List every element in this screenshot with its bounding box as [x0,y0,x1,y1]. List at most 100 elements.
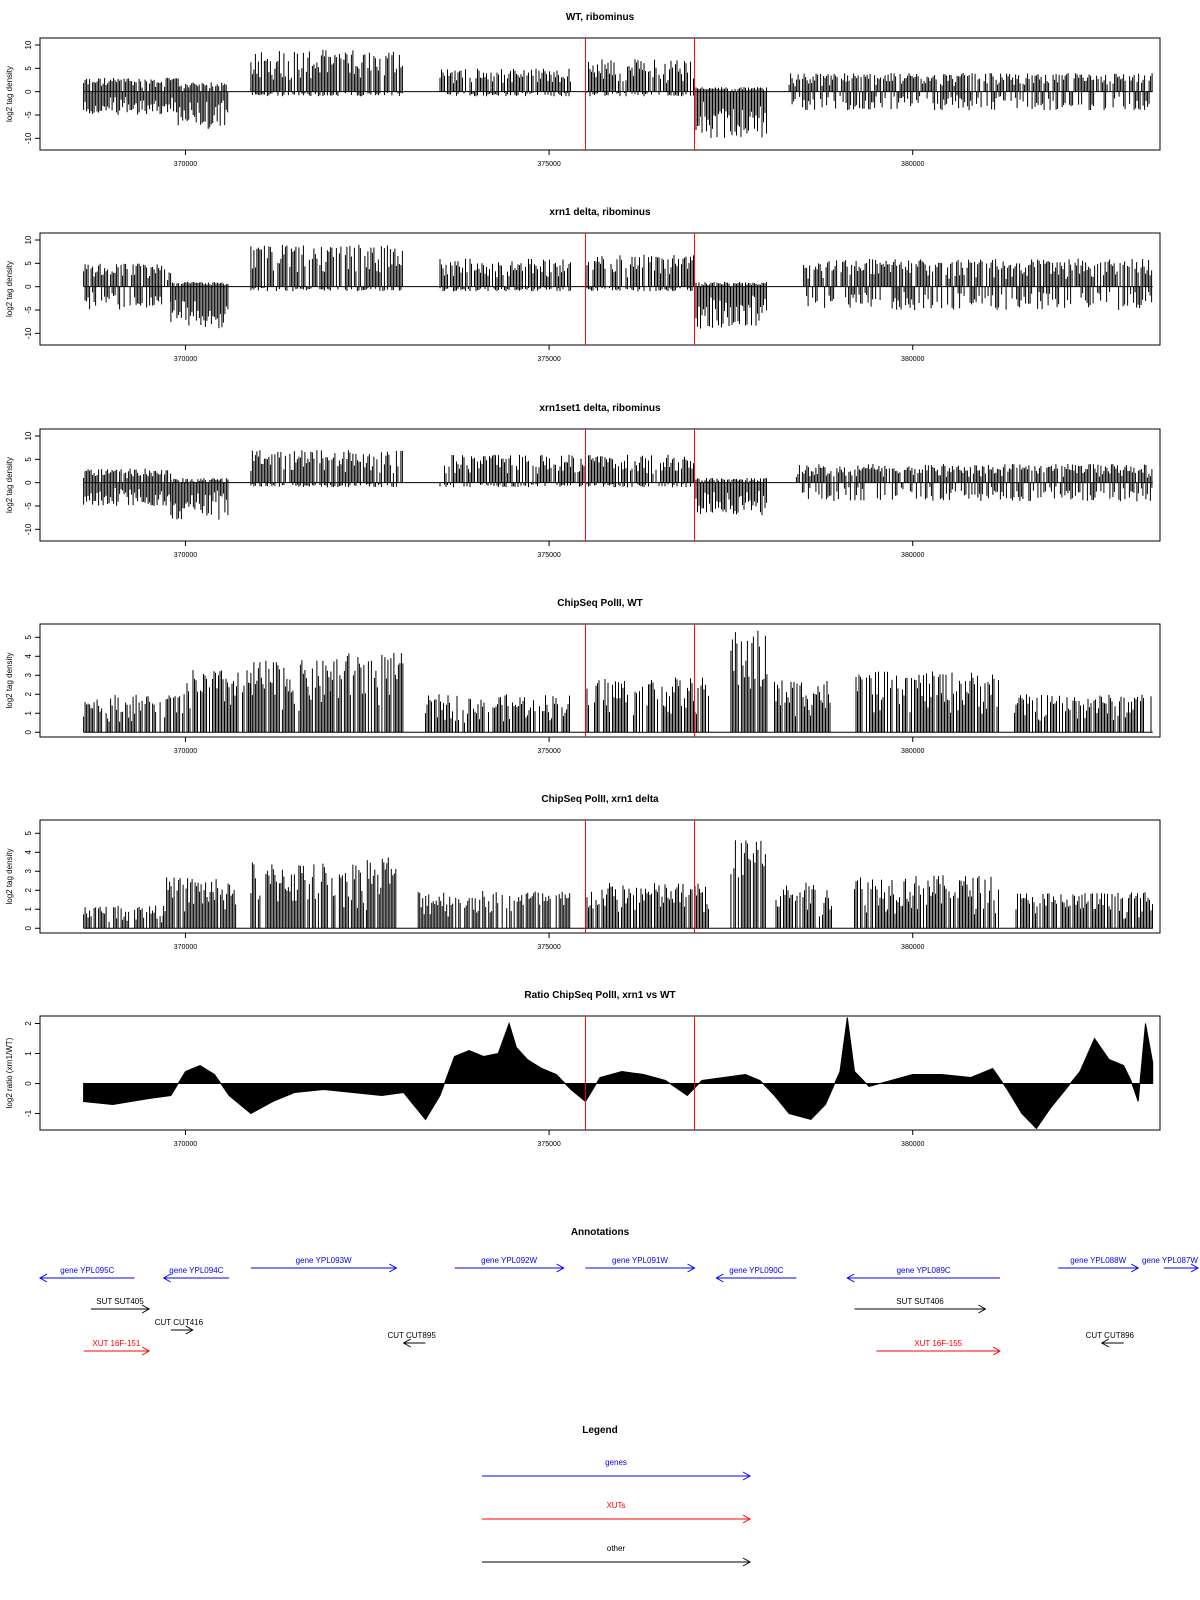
feature-label: gene YPL092W [481,1256,537,1265]
feature-label: gene YPL087W [1142,1256,1198,1265]
arrow-head [556,1263,565,1273]
feature-arrow: gene YPL090C [715,1266,797,1283]
arrow-head [715,1273,724,1283]
feature-label: XUT 16F-151 [92,1339,140,1348]
feature-label: CUT CUT896 [1086,1331,1135,1340]
x-tick-label: 370000 [174,1141,197,1148]
y-tick-label: 3 [24,869,33,874]
data-bars [83,244,1153,329]
y-tick-label: -5 [24,111,33,119]
arrow-head [1100,1338,1110,1348]
track-title: ChipSeq PolII, xrn1 delta [541,794,659,805]
y-axis-label: log2 tag density [5,848,14,904]
arrow-head [38,1273,48,1283]
feature-arrow: gene YPL089C [846,1266,1000,1283]
x-tick-label: 370000 [174,161,197,168]
y-axis-label: log2 tag density [5,261,14,317]
y-tick-label: 10 [24,431,33,440]
plot-frame [39,232,1161,346]
x-tick-label: 380000 [901,1141,924,1148]
track-title: xrn1set1 delta, ribominus [539,403,661,414]
x-tick-label: 380000 [901,356,924,363]
feature-label: gene YPL088W [1070,1256,1126,1265]
x-tick-label: 380000 [901,161,924,168]
legend-arrow-head [742,1471,752,1481]
feature-label: gene YPL093W [296,1256,352,1265]
plot-frame [39,623,1161,738]
track-panel-4: ChipSeq PolII, WT 0 1 2 3 4 5 log2 tag density 3… [5,598,1161,755]
legend-entry: other [482,1544,752,1567]
x-tick-label: 370000 [174,356,197,363]
feature-arrow: gene YPL092W [454,1256,565,1273]
y-tick-label: 4 [24,654,33,659]
feature-arrow: gene YPL093W [250,1256,398,1273]
y-tick-label: -10 [24,132,33,144]
track-title: ChipSeq PolII, WT [557,598,643,609]
legend-panel: Legend genes XUTs other [482,1425,752,1567]
feature-label: gene YPL094C [169,1266,223,1275]
y-tick-label: 0 [24,729,33,734]
feature-label: CUT CUT416 [155,1318,204,1327]
arrow-head [185,1325,194,1335]
y-tick-label: 0 [24,284,33,289]
data-bars [83,1017,1154,1130]
arrow-head [141,1346,151,1356]
feature-label: gene YPL091W [612,1256,668,1265]
x-tick-label: 375000 [537,161,560,168]
feature-arrow: CUT CUT895 [387,1331,436,1348]
feature-label: gene YPL095C [60,1266,114,1275]
y-tick-label: 0 [24,1081,33,1086]
x-tick-label: 375000 [537,552,560,559]
feature-arrow: gene YPL091W [585,1256,696,1273]
legend-arrow-head [742,1557,752,1567]
legend-entry: genes [482,1458,752,1481]
arrow-head [687,1263,696,1273]
feature-arrow: SUT SUT405 [90,1297,151,1314]
legend-entry: XUTs [482,1501,752,1524]
arrow-head [978,1304,987,1314]
arrow-head [389,1263,398,1273]
feature-arrow: XUT 16F-151 [83,1339,151,1356]
legend-arrow-head [742,1514,752,1524]
y-tick-label: -10 [24,327,33,339]
feature-label: SUT SUT406 [896,1297,944,1306]
y-tick-label: 1 [24,906,33,911]
y-tick-label: 5 [24,831,33,836]
x-tick-label: 375000 [537,1141,560,1148]
track-panel-6: Ratio ChipSeq PolII, xrn1 vs WT -1 0 1 2 log2… [5,990,1161,1148]
y-tick-label: 0 [24,89,33,94]
feature-arrow: gene YPL095C [38,1266,135,1283]
data-bars [83,630,1152,733]
data-bars [83,49,1153,138]
arrow-head [402,1338,411,1348]
feature-arrow: CUT CUT416 [155,1318,204,1335]
arrow-head [162,1273,171,1283]
track-panel-3: xrn1set1 delta, ribominus -10 -5 0 5 10 log2 t… [5,403,1161,559]
y-tick-label: -1 [24,1109,33,1117]
data-bars [83,840,1153,929]
plot-frame [39,1015,1161,1131]
y-axis-label: log2 tag density [5,66,14,122]
feature-arrow: gene YPL094C [162,1266,230,1283]
feature-arrow: gene YPL088W [1058,1256,1140,1273]
y-tick-label: 1 [24,710,33,715]
y-tick-label: 5 [24,457,33,462]
arrow-head [846,1273,855,1283]
track-title: Ratio ChipSeq PolII, xrn1 vs WT [524,990,675,1001]
x-tick-label: 370000 [174,944,197,951]
feature-arrow: gene YPL087W [1142,1256,1200,1273]
y-tick-label: 5 [24,261,33,266]
track-panel-5: ChipSeq PolII, xrn1 delta 0 1 2 3 4 5 log2 tag … [5,794,1161,951]
track-title: WT, ribominus [566,12,635,23]
feature-label: SUT SUT405 [96,1297,144,1306]
y-tick-label: -5 [24,306,33,314]
y-tick-label: 5 [24,66,33,71]
feature-arrow: XUT 16F-155 [876,1339,1002,1356]
y-tick-label: 2 [24,691,33,696]
x-tick-label: 375000 [537,944,560,951]
x-tick-label: 375000 [537,748,560,755]
plot-frame [39,37,1161,151]
data-bars [83,450,1153,520]
x-tick-label: 380000 [901,552,924,559]
